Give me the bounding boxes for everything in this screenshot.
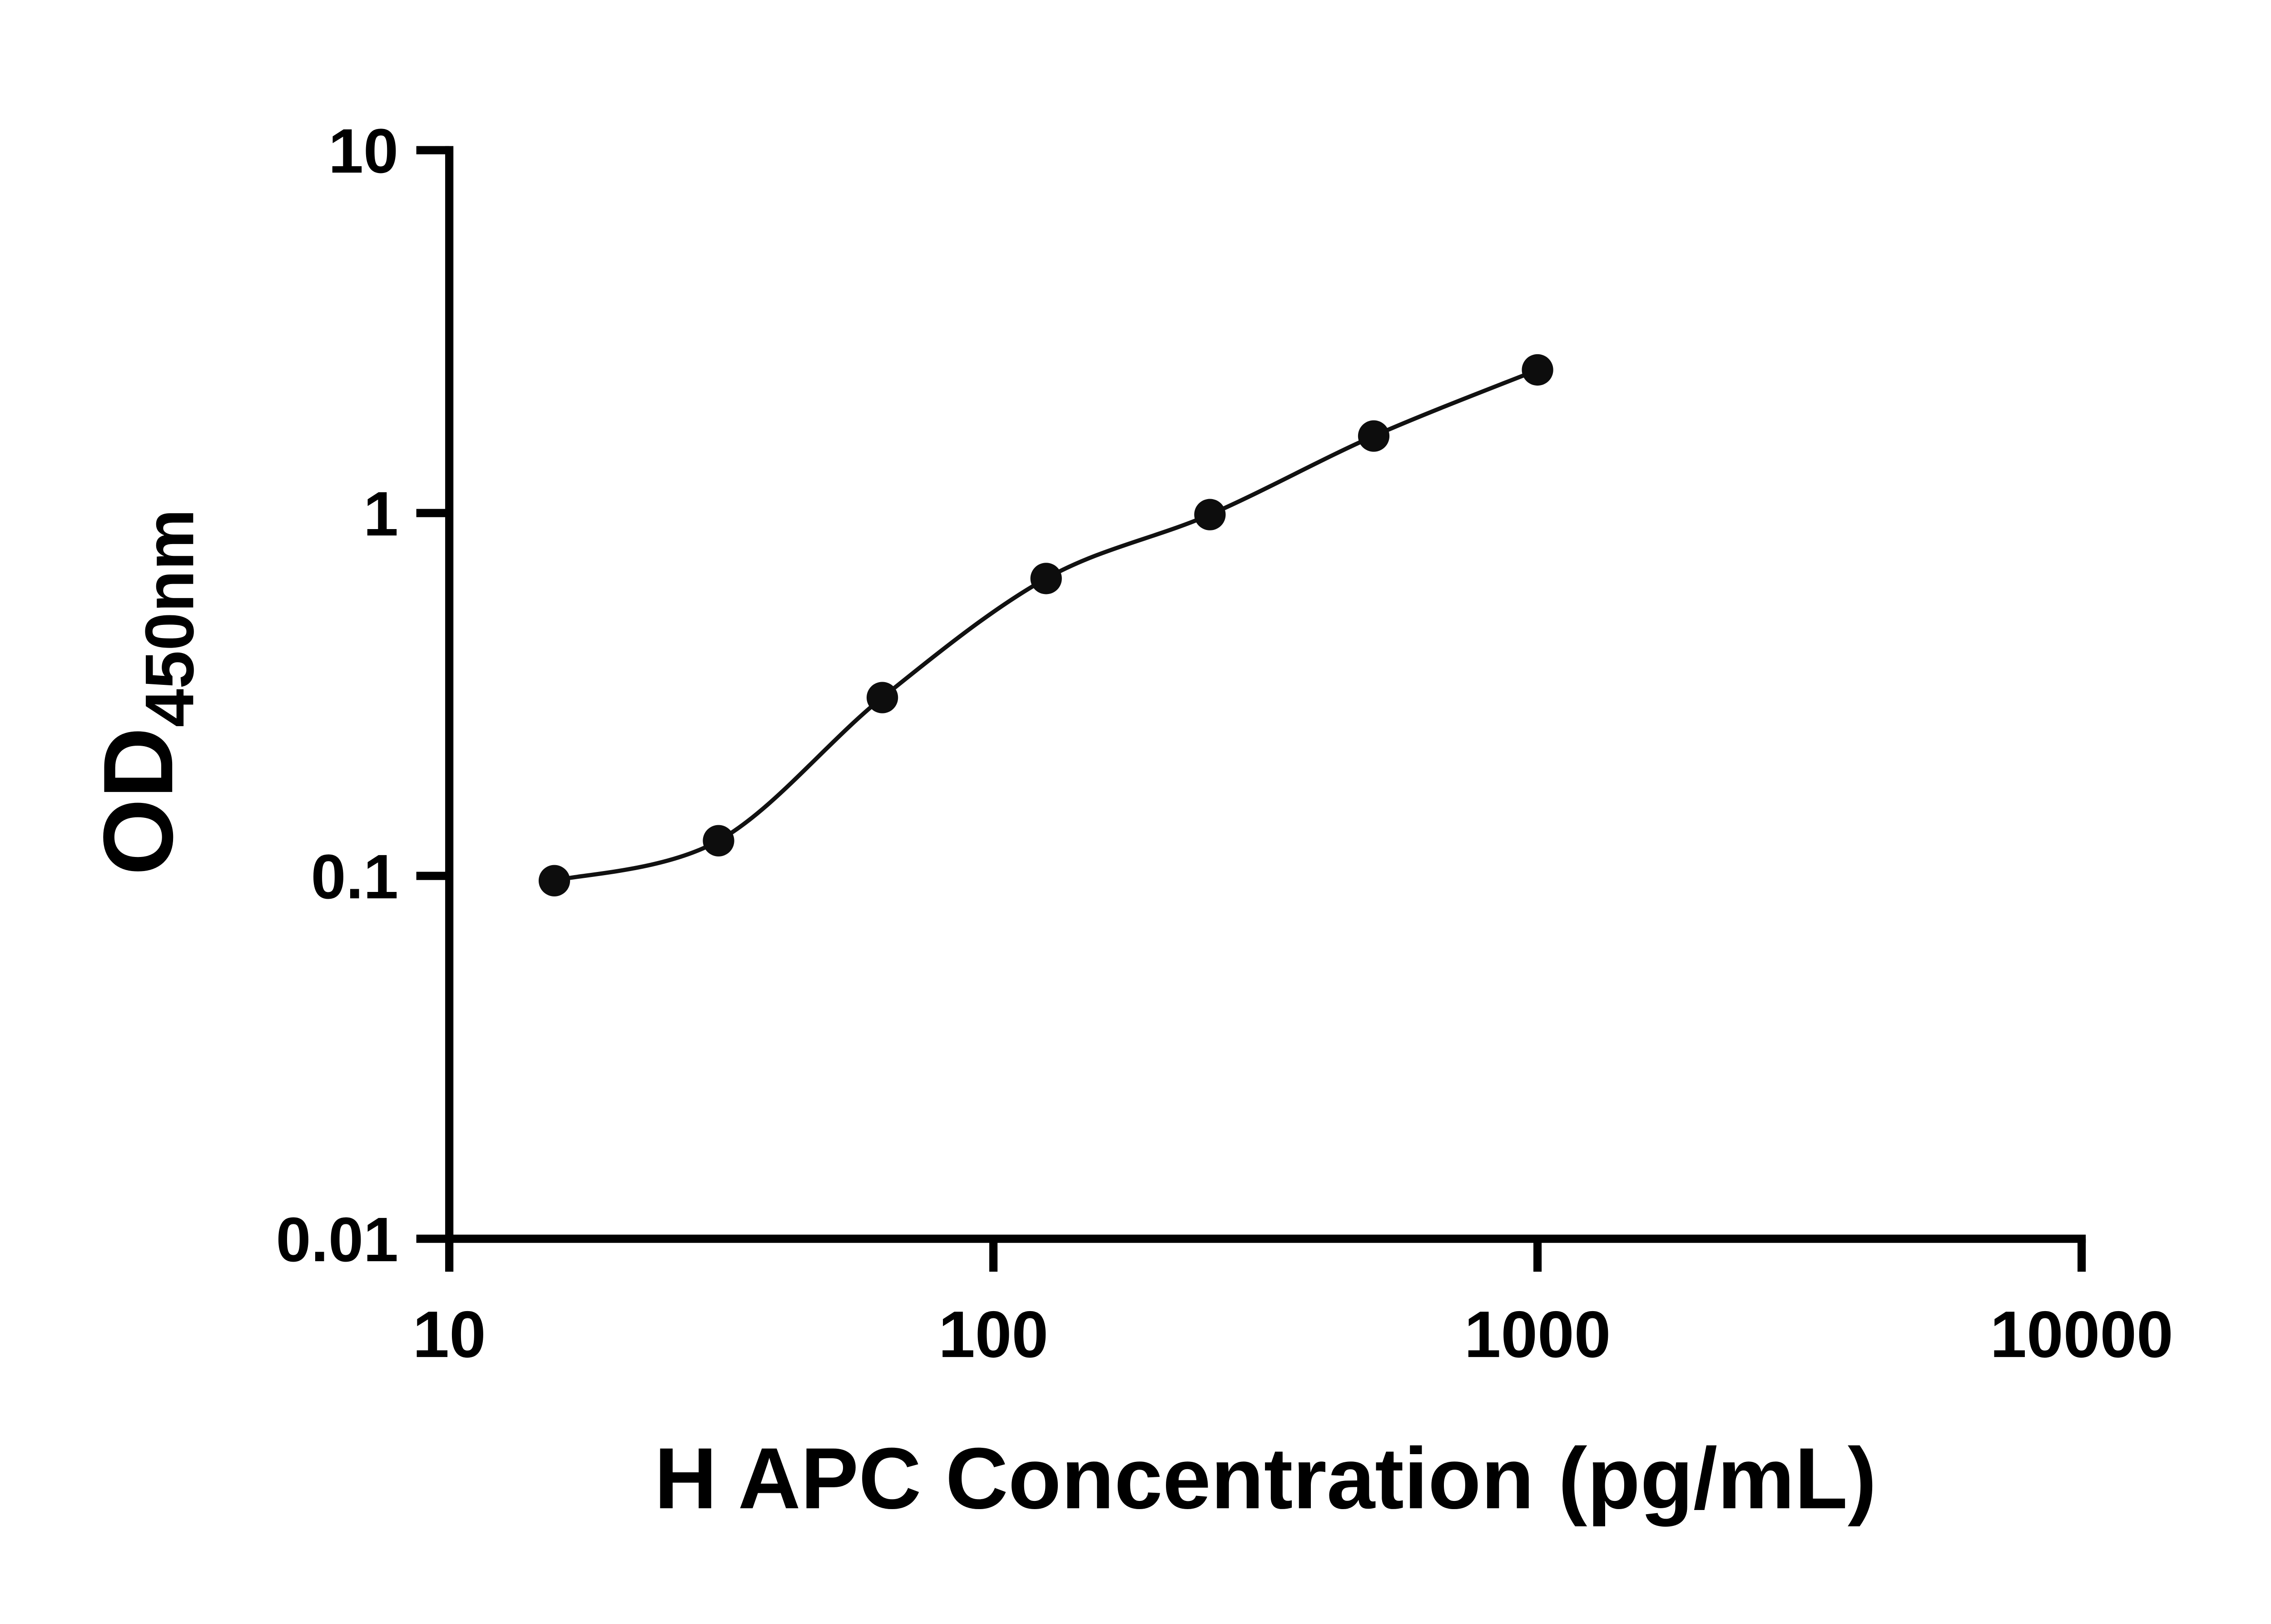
data-points — [538, 354, 1553, 896]
x-tick-label: 1000 — [1464, 1297, 1611, 1371]
y-axis-title-subscript: 450nm — [131, 509, 208, 728]
data-point — [1522, 354, 1553, 386]
y-tick-label: 0.1 — [311, 842, 399, 912]
data-point — [703, 825, 734, 857]
data-point — [1194, 499, 1226, 530]
data-point — [866, 682, 898, 713]
x-tick-label: 10000 — [1990, 1297, 2173, 1371]
y-tick-label: 10 — [328, 116, 398, 186]
y-tick-label: 1 — [363, 479, 398, 549]
axis-ticks — [416, 146, 2086, 1272]
y-axis-title: OD450nm — [83, 509, 208, 876]
x-tick-label: 10 — [412, 1297, 486, 1371]
data-point — [1030, 563, 1062, 594]
data-point — [1358, 420, 1390, 452]
data-point — [538, 865, 570, 896]
fit-curve — [554, 368, 1538, 883]
y-axis-title-main: OD — [83, 727, 193, 875]
y-tick-label: 0.01 — [276, 1205, 399, 1275]
x-tick-label: 100 — [938, 1297, 1048, 1371]
axes — [445, 146, 2086, 1243]
x-axis-title: H APC Concentration (pg/mL) — [655, 1430, 1877, 1527]
